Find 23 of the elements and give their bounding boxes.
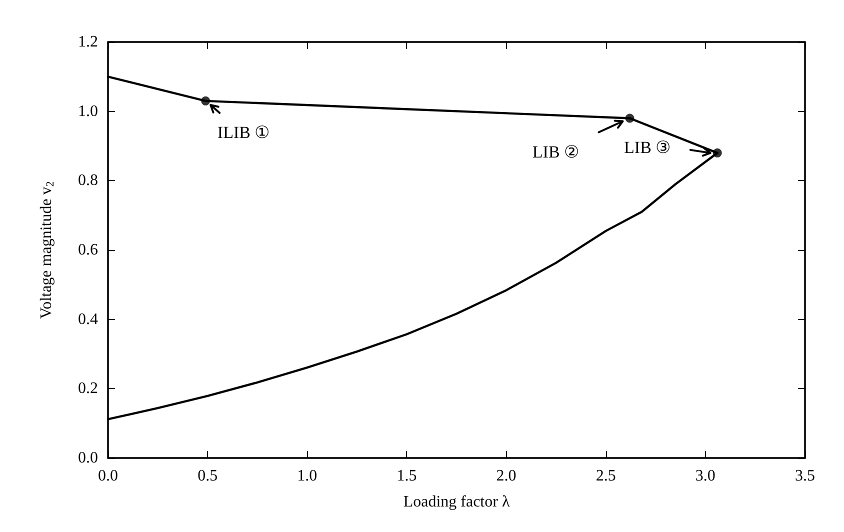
x-tick-label: 3.0: [695, 468, 716, 484]
y-tick-label: 0.6: [78, 242, 98, 258]
y-tick-label: 0.4: [78, 310, 98, 328]
y-axis-title: Voltage magnitude v2: [38, 181, 56, 319]
x-tick-label: 1.0: [297, 468, 318, 484]
y-tick-label: 1.2: [78, 34, 98, 50]
x-tick-label: 2.0: [496, 468, 516, 484]
annotation: LIB ③: [624, 138, 671, 157]
x-axis-title: Loading factor λ: [403, 494, 510, 510]
x-tick-label: 0.5: [198, 468, 218, 484]
x-tick-label: 1.5: [396, 468, 417, 484]
point: [625, 114, 634, 123]
y-tick-label: 1.0: [78, 102, 98, 120]
x-tick-label: 0.0: [98, 468, 118, 484]
y-tick-label: 0.2: [78, 380, 98, 398]
x-tick-label: 3.5: [795, 468, 815, 484]
x-tick-label: 2.5: [596, 468, 616, 484]
point: [712, 148, 722, 158]
annotation: ILIB ①: [217, 122, 270, 142]
point: [201, 96, 210, 106]
y-tick-label: 0.0: [78, 450, 98, 466]
annotation: LIB ②: [532, 142, 580, 162]
y-tick-label: 0.8: [78, 172, 98, 190]
